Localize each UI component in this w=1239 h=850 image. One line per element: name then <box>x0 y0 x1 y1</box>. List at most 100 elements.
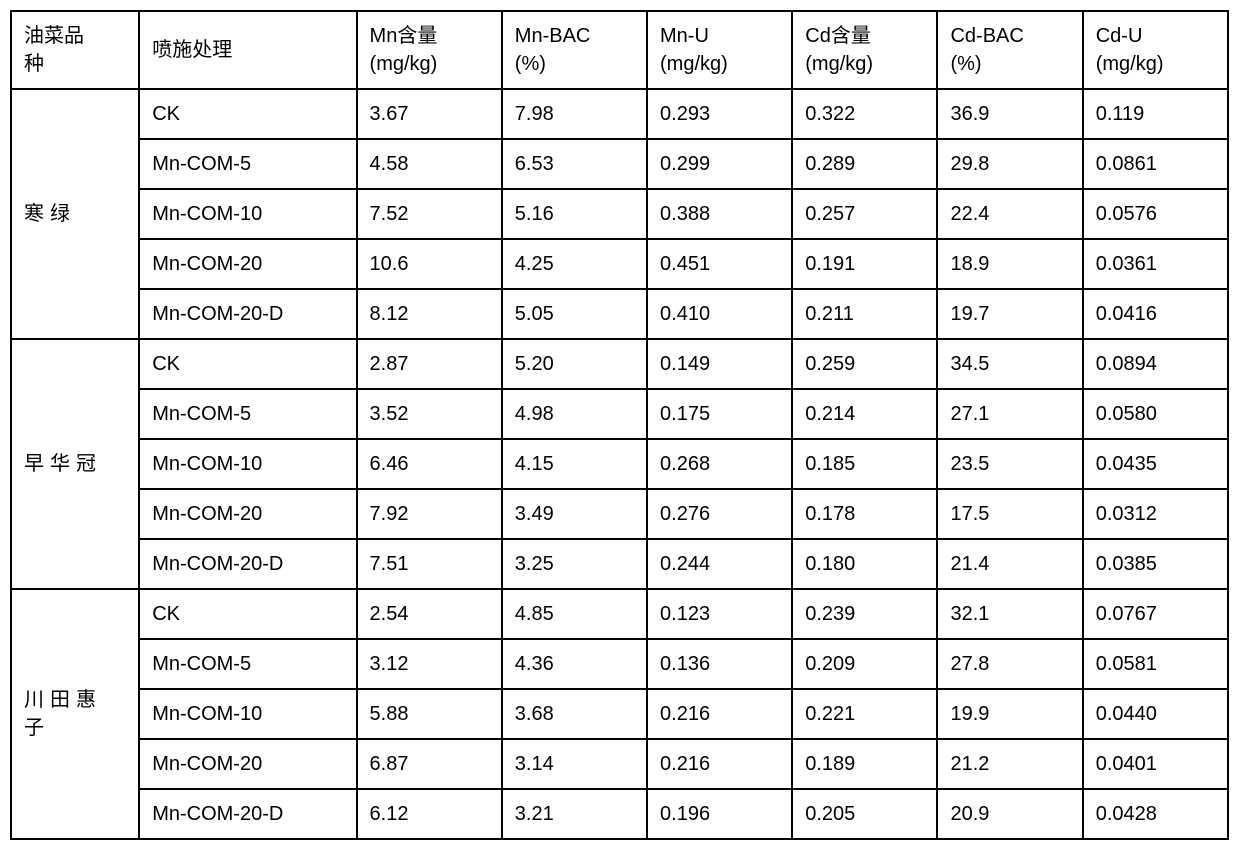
mn-u-cell: 0.196 <box>647 789 792 839</box>
header-cd-content-line1: Cd含量 <box>805 25 871 47</box>
mn-content-cell: 10.6 <box>357 239 502 289</box>
table-row: Mn-COM-54.586.530.2990.28929.80.0861 <box>11 139 1228 189</box>
cd-u-cell: 0.0581 <box>1083 639 1228 689</box>
cd-u-cell: 0.119 <box>1083 89 1228 139</box>
mn-bac-cell: 3.68 <box>502 689 647 739</box>
table-body: 寒绿CK3.677.980.2930.32236.90.119Mn-COM-54… <box>11 89 1228 839</box>
table-row: Mn-COM-53.124.360.1360.20927.80.0581 <box>11 639 1228 689</box>
cd-content-cell: 0.322 <box>792 89 937 139</box>
cd-u-cell: 0.0767 <box>1083 589 1228 639</box>
treatment-cell: Mn-COM-20 <box>139 239 356 289</box>
treatment-cell: Mn-COM-5 <box>139 639 356 689</box>
mn-bac-cell: 4.85 <box>502 589 647 639</box>
cd-content-cell: 0.178 <box>792 489 937 539</box>
table-row: Mn-COM-105.883.680.2160.22119.90.0440 <box>11 689 1228 739</box>
cd-content-cell: 0.189 <box>792 739 937 789</box>
cd-content-cell: 0.257 <box>792 189 937 239</box>
header-cd-bac-line2: (%) <box>950 53 981 75</box>
table-row: Mn-COM-207.923.490.2760.17817.50.0312 <box>11 489 1228 539</box>
mn-content-cell: 2.87 <box>357 339 502 389</box>
header-cd-bac: Cd-BAC (%) <box>937 11 1082 89</box>
table-row: 早华冠CK2.875.200.1490.25934.50.0894 <box>11 339 1228 389</box>
cd-content-cell: 0.221 <box>792 689 937 739</box>
mn-u-cell: 0.451 <box>647 239 792 289</box>
cd-u-cell: 0.0428 <box>1083 789 1228 839</box>
cd-bac-cell: 21.2 <box>937 739 1082 789</box>
header-variety: 油菜品 种 <box>11 11 139 89</box>
cd-bac-cell: 34.5 <box>937 339 1082 389</box>
table-row: Mn-COM-20-D8.125.050.4100.21119.70.0416 <box>11 289 1228 339</box>
treatment-cell: Mn-COM-10 <box>139 689 356 739</box>
mn-content-cell: 2.54 <box>357 589 502 639</box>
table-row: Mn-COM-20-D7.513.250.2440.18021.40.0385 <box>11 539 1228 589</box>
mn-bac-cell: 3.21 <box>502 789 647 839</box>
treatment-cell: Mn-COM-10 <box>139 189 356 239</box>
cd-bac-cell: 27.8 <box>937 639 1082 689</box>
header-mn-content-line2: (mg/kg) <box>370 53 438 75</box>
table-row: Mn-COM-2010.64.250.4510.19118.90.0361 <box>11 239 1228 289</box>
treatment-cell: Mn-COM-20 <box>139 489 356 539</box>
mn-u-cell: 0.268 <box>647 439 792 489</box>
header-mn-u-line2: (mg/kg) <box>660 53 728 75</box>
table-row: Mn-COM-106.464.150.2680.18523.50.0435 <box>11 439 1228 489</box>
mn-content-cell: 3.67 <box>357 89 502 139</box>
header-variety-line2: 种 <box>24 53 44 75</box>
cd-bac-cell: 27.1 <box>937 389 1082 439</box>
header-mn-bac: Mn-BAC (%) <box>502 11 647 89</box>
mn-bac-cell: 5.05 <box>502 289 647 339</box>
header-mn-content-line1: Mn含量 <box>370 25 438 47</box>
table-row: Mn-COM-53.524.980.1750.21427.10.0580 <box>11 389 1228 439</box>
cd-bac-cell: 36.9 <box>937 89 1082 139</box>
mn-content-cell: 3.12 <box>357 639 502 689</box>
mn-u-cell: 0.123 <box>647 589 792 639</box>
mn-content-cell: 5.88 <box>357 689 502 739</box>
cd-u-cell: 0.0385 <box>1083 539 1228 589</box>
table-row: Mn-COM-206.873.140.2160.18921.20.0401 <box>11 739 1228 789</box>
cd-u-cell: 0.0894 <box>1083 339 1228 389</box>
header-mn-u-line1: Mn-U <box>660 25 709 47</box>
variety-cell: 早华冠 <box>11 339 139 589</box>
treatment-cell: Mn-COM-20-D <box>139 789 356 839</box>
cd-u-cell: 0.0361 <box>1083 239 1228 289</box>
mn-u-cell: 0.136 <box>647 639 792 689</box>
cd-content-cell: 0.180 <box>792 539 937 589</box>
mn-bac-cell: 4.98 <box>502 389 647 439</box>
table-row: 川田惠子CK2.544.850.1230.23932.10.0767 <box>11 589 1228 639</box>
mn-u-cell: 0.410 <box>647 289 792 339</box>
header-mn-content: Mn含量 (mg/kg) <box>357 11 502 89</box>
header-cd-u-line2: (mg/kg) <box>1096 53 1164 75</box>
header-row: 油菜品 种 喷施处理 Mn含量 (mg/kg) Mn-BAC (%) Mn-U … <box>11 11 1228 89</box>
header-treatment: 喷施处理 <box>139 11 356 89</box>
treatment-cell: Mn-COM-5 <box>139 389 356 439</box>
mn-bac-cell: 3.14 <box>502 739 647 789</box>
cd-content-cell: 0.191 <box>792 239 937 289</box>
cd-u-cell: 0.0576 <box>1083 189 1228 239</box>
treatment-cell: Mn-COM-5 <box>139 139 356 189</box>
cd-bac-cell: 20.9 <box>937 789 1082 839</box>
mn-u-cell: 0.388 <box>647 189 792 239</box>
mn-bac-cell: 5.16 <box>502 189 647 239</box>
cd-content-cell: 0.209 <box>792 639 937 689</box>
cd-content-cell: 0.289 <box>792 139 937 189</box>
cd-bac-cell: 22.4 <box>937 189 1082 239</box>
table-row: 寒绿CK3.677.980.2930.32236.90.119 <box>11 89 1228 139</box>
treatment-cell: CK <box>139 339 356 389</box>
mn-bac-cell: 7.98 <box>502 89 647 139</box>
mn-u-cell: 0.216 <box>647 689 792 739</box>
mn-content-cell: 6.12 <box>357 789 502 839</box>
mn-content-cell: 6.46 <box>357 439 502 489</box>
mn-bac-cell: 3.25 <box>502 539 647 589</box>
mn-u-cell: 0.276 <box>647 489 792 539</box>
mn-u-cell: 0.216 <box>647 739 792 789</box>
header-cd-content-line2: (mg/kg) <box>805 53 873 75</box>
mn-u-cell: 0.299 <box>647 139 792 189</box>
cd-bac-cell: 32.1 <box>937 589 1082 639</box>
header-cd-bac-line1: Cd-BAC <box>950 25 1023 47</box>
cd-bac-cell: 29.8 <box>937 139 1082 189</box>
mn-u-cell: 0.293 <box>647 89 792 139</box>
treatment-cell: Mn-COM-20 <box>139 739 356 789</box>
header-mn-bac-line1: Mn-BAC <box>515 25 591 47</box>
cd-u-cell: 0.0401 <box>1083 739 1228 789</box>
treatment-cell: CK <box>139 589 356 639</box>
treatment-cell: Mn-COM-20-D <box>139 539 356 589</box>
